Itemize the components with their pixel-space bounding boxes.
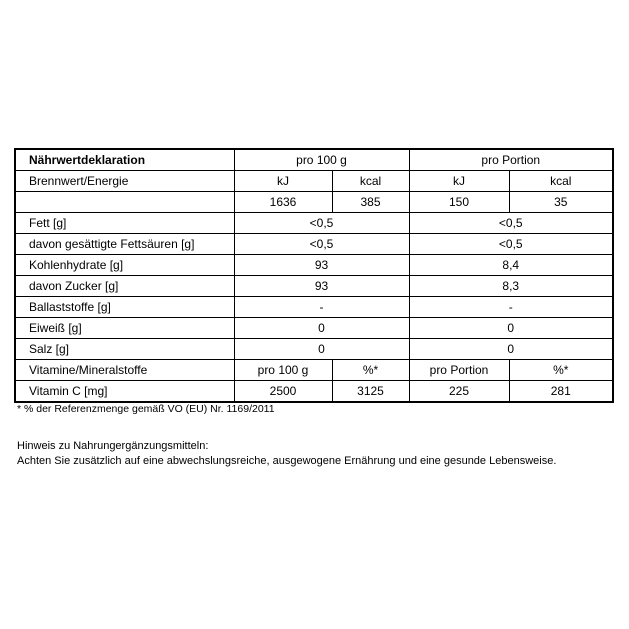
supplement-notice-heading: Hinweis zu Nahrungergänzungsmitteln: xyxy=(17,440,209,452)
table-row-protein: Eiweiß [g] 0 0 xyxy=(14,317,614,339)
row-label-carbohydrates: Kohlenhydrate [g] xyxy=(14,254,235,276)
supplement-notice-text: Achten Sie zusätzlich auf eine abwechslu… xyxy=(17,455,557,467)
unit-kcal-portion: kcal xyxy=(508,170,614,192)
value-saturated-fat-portion: <0,5 xyxy=(408,233,614,255)
value-kcal-per100: 385 xyxy=(331,191,410,213)
value-carbohydrates-portion: 8,4 xyxy=(408,254,614,276)
table-row-salt: Salz [g] 0 0 xyxy=(14,338,614,360)
table-row-fibre: Ballaststoffe [g] - - xyxy=(14,296,614,318)
value-sugar-per100: 93 xyxy=(233,275,410,297)
table-row-fat: Fett [g] <0,5 <0,5 xyxy=(14,212,614,234)
unit-kcal-per100: kcal xyxy=(331,170,410,192)
vitamins-header-per100: pro 100 g xyxy=(233,359,333,381)
value-protein-per100: 0 xyxy=(233,317,410,339)
value-fat-portion: <0,5 xyxy=(408,212,614,234)
row-label-energy: Brennwert/Energie xyxy=(14,170,235,192)
header-pro-portion: pro Portion xyxy=(408,148,614,171)
value-salt-per100: 0 xyxy=(233,338,410,360)
table-row-vitamin-c: Vitamin C [mg] 2500 3125 225 281 xyxy=(14,380,614,403)
value-fibre-per100: - xyxy=(233,296,410,318)
value-saturated-fat-per100: <0,5 xyxy=(233,233,410,255)
unit-kj-portion: kJ xyxy=(408,170,510,192)
value-fat-per100: <0,5 xyxy=(233,212,410,234)
row-label-protein: Eiweiß [g] xyxy=(14,317,235,339)
vitamins-header-portion: pro Portion xyxy=(408,359,510,381)
row-label-fat: Fett [g] xyxy=(14,212,235,234)
row-label-empty xyxy=(14,191,235,213)
value-vitamin-c-portion: 225 xyxy=(408,380,510,403)
value-sugar-portion: 8,3 xyxy=(408,275,614,297)
row-label-vitamins: Vitamine/Mineralstoffe xyxy=(14,359,235,381)
vitamins-header-percent-portion: %* xyxy=(508,359,614,381)
table-row-vitamins-header: Vitamine/Mineralstoffe pro 100 g %* pro … xyxy=(14,359,614,381)
value-vitamin-c-percent-per100: 3125 xyxy=(331,380,410,403)
nutrition-declaration-table: Nährwertdeklaration pro 100 g pro Portio… xyxy=(14,148,615,403)
value-salt-portion: 0 xyxy=(408,338,614,360)
value-kj-per100: 1636 xyxy=(233,191,333,213)
table-row-carbohydrates: Kohlenhydrate [g] 93 8,4 xyxy=(14,254,614,276)
row-label-fibre: Ballaststoffe [g] xyxy=(14,296,235,318)
value-protein-portion: 0 xyxy=(408,317,614,339)
row-label-sugar: davon Zucker [g] xyxy=(14,275,235,297)
row-label-saturated-fat: davon gesättigte Fettsäuren [g] xyxy=(14,233,235,255)
value-fibre-portion: - xyxy=(408,296,614,318)
table-row-energy-units: Brennwert/Energie kJ kcal kJ kcal xyxy=(14,170,614,192)
value-kj-portion: 150 xyxy=(408,191,510,213)
table-title: Nährwertdeklaration xyxy=(14,148,235,171)
supplement-notice: Hinweis zu Nahrungergänzungsmitteln: Ach… xyxy=(17,439,556,469)
table-row-saturated-fat: davon gesättigte Fettsäuren [g] <0,5 <0,… xyxy=(14,233,614,255)
row-label-vitamin-c: Vitamin C [mg] xyxy=(14,380,235,403)
value-carbohydrates-per100: 93 xyxy=(233,254,410,276)
reference-footnote: * % der Referenzmenge gemäß VO (EU) Nr. … xyxy=(17,403,275,415)
row-label-salt: Salz [g] xyxy=(14,338,235,360)
table-row-energy-values: 1636 385 150 35 xyxy=(14,191,614,213)
value-vitamin-c-percent-portion: 281 xyxy=(508,380,614,403)
value-kcal-portion: 35 xyxy=(508,191,614,213)
vitamins-header-percent-per100: %* xyxy=(331,359,410,381)
table-row-header: Nährwertdeklaration pro 100 g pro Portio… xyxy=(14,148,614,171)
header-pro-100g: pro 100 g xyxy=(233,148,410,171)
table-row-sugar: davon Zucker [g] 93 8,3 xyxy=(14,275,614,297)
value-vitamin-c-per100: 2500 xyxy=(233,380,333,403)
unit-kj-per100: kJ xyxy=(233,170,333,192)
